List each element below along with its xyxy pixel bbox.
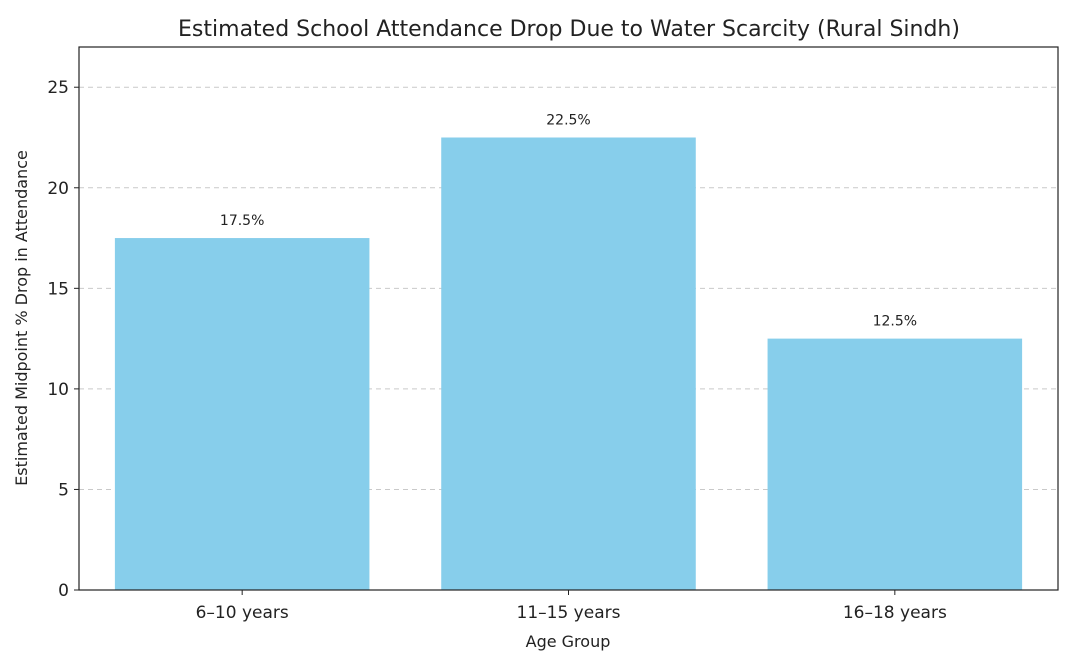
data-labels: 17.5% 22.5% 12.5%: [220, 113, 917, 330]
y-axis-ticks: 0 5 10 15 20 25: [47, 78, 79, 601]
y-tick-label: 5: [58, 480, 69, 500]
y-axis-label: Estimated Midpoint % Drop in Attendance: [12, 150, 31, 486]
y-tick-label: 25: [47, 78, 69, 98]
bar-value-label: 17.5%: [220, 213, 264, 229]
y-tick-label: 0: [58, 581, 69, 601]
y-tick-label: 20: [47, 179, 69, 199]
bar: [114, 238, 370, 591]
y-tick-label: 15: [47, 279, 69, 299]
bar-value-label: 22.5%: [546, 113, 590, 129]
bar: [767, 338, 1023, 590]
bar-value-label: 12.5%: [873, 314, 917, 330]
bars: [114, 137, 1023, 591]
x-tick-label: 11–15 years: [517, 603, 621, 623]
y-tick-label: 10: [47, 380, 69, 400]
plot-frame: [78, 46, 1059, 591]
bar: [441, 137, 696, 590]
x-tick-label: 16–18 years: [843, 603, 947, 623]
chart-title: Estimated School Attendance Drop Due to …: [178, 17, 960, 42]
x-axis-ticks: 6–10 years 11–15 years 16–18 years: [196, 590, 947, 623]
x-axis-label: Age Group: [526, 632, 611, 651]
x-tick-label: 6–10 years: [196, 603, 289, 623]
